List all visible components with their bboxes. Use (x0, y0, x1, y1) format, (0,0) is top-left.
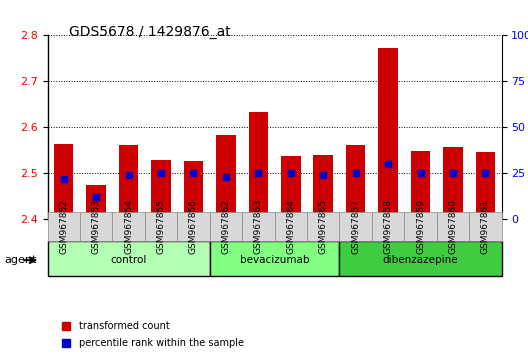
FancyBboxPatch shape (242, 212, 275, 241)
FancyBboxPatch shape (404, 212, 437, 241)
Text: GSM967853: GSM967853 (92, 199, 101, 254)
Bar (476, 152, 495, 219)
Text: GSM967865: GSM967865 (319, 199, 328, 254)
Bar (87, 185, 106, 219)
Text: GSM967859: GSM967859 (416, 199, 425, 254)
Bar (281, 156, 300, 219)
Bar (346, 145, 365, 219)
Bar (379, 48, 398, 219)
Bar (216, 135, 235, 219)
Text: GSM967862: GSM967862 (221, 199, 230, 254)
Text: GSM967855: GSM967855 (156, 199, 166, 254)
Bar (54, 143, 73, 219)
Text: agent: agent (5, 255, 37, 265)
Text: GSM967858: GSM967858 (383, 199, 393, 254)
FancyBboxPatch shape (210, 241, 340, 276)
FancyBboxPatch shape (80, 212, 112, 241)
FancyBboxPatch shape (145, 212, 177, 241)
FancyBboxPatch shape (177, 212, 210, 241)
FancyBboxPatch shape (48, 241, 210, 276)
Text: GSM967863: GSM967863 (254, 199, 263, 254)
Bar (249, 112, 268, 219)
Text: GSM967860: GSM967860 (448, 199, 457, 254)
Bar (411, 152, 430, 219)
Text: GDS5678 / 1429876_at: GDS5678 / 1429876_at (69, 25, 230, 39)
FancyBboxPatch shape (437, 212, 469, 241)
Bar (314, 155, 333, 219)
Text: bevacizumab: bevacizumab (240, 255, 309, 265)
Bar (119, 145, 138, 219)
Text: transformed count: transformed count (79, 321, 170, 331)
Text: percentile rank within the sample: percentile rank within the sample (79, 338, 244, 348)
FancyBboxPatch shape (340, 212, 372, 241)
FancyBboxPatch shape (340, 241, 502, 276)
FancyBboxPatch shape (48, 212, 80, 241)
FancyBboxPatch shape (112, 212, 145, 241)
Bar (443, 147, 463, 219)
FancyBboxPatch shape (372, 212, 404, 241)
Text: dibenzazepine: dibenzazepine (383, 255, 458, 265)
FancyBboxPatch shape (210, 212, 242, 241)
Text: control: control (110, 255, 147, 265)
Text: GSM967861: GSM967861 (481, 199, 490, 254)
Text: GSM967864: GSM967864 (286, 199, 295, 254)
Text: GSM967852: GSM967852 (59, 199, 68, 254)
Text: GSM967854: GSM967854 (124, 199, 133, 254)
Bar (184, 161, 203, 219)
FancyBboxPatch shape (469, 212, 502, 241)
Text: GSM967856: GSM967856 (189, 199, 198, 254)
FancyBboxPatch shape (307, 212, 340, 241)
Bar (152, 160, 171, 219)
FancyBboxPatch shape (275, 212, 307, 241)
Text: GSM967857: GSM967857 (351, 199, 360, 254)
